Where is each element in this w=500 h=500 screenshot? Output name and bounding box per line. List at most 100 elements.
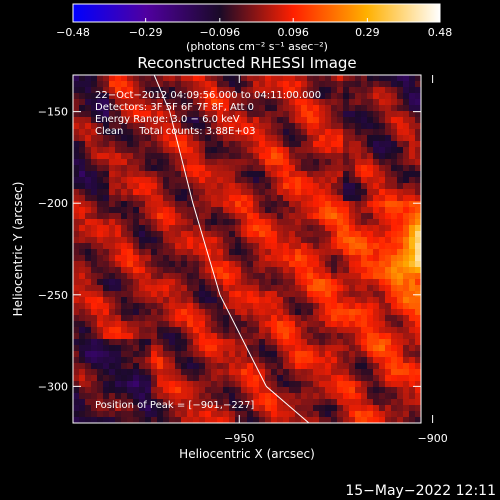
image-pixel <box>79 393 86 400</box>
image-pixel <box>241 351 248 358</box>
image-pixel <box>283 99 290 106</box>
image-pixel <box>361 417 368 423</box>
image-pixel <box>313 123 320 130</box>
image-pixel <box>397 273 404 280</box>
image-pixel <box>319 381 326 388</box>
image-pixel <box>409 387 416 394</box>
image-pixel <box>325 207 332 214</box>
image-pixel <box>205 81 212 88</box>
image-pixel <box>355 279 362 286</box>
image-pixel <box>175 291 182 298</box>
image-pixel <box>109 249 116 256</box>
image-pixel <box>331 411 338 418</box>
image-pixel <box>367 129 374 136</box>
image-pixel <box>121 315 128 322</box>
image-pixel <box>151 129 158 136</box>
image-pixel <box>355 189 362 196</box>
image-pixel <box>265 333 272 340</box>
image-pixel <box>397 213 404 220</box>
image-pixel <box>337 147 344 154</box>
image-pixel <box>385 249 392 256</box>
image-pixel <box>289 339 296 346</box>
image-pixel <box>379 81 386 88</box>
image-pixel <box>343 357 350 364</box>
image-pixel <box>367 237 374 244</box>
image-pixel <box>205 105 212 112</box>
image-pixel <box>229 117 236 124</box>
image-pixel <box>121 141 128 148</box>
image-pixel <box>325 333 332 340</box>
image-pixel <box>223 189 230 196</box>
image-pixel <box>391 135 398 142</box>
image-pixel <box>115 219 122 226</box>
image-pixel <box>121 195 128 202</box>
image-pixel <box>79 345 86 352</box>
image-pixel <box>187 351 194 358</box>
image-pixel <box>295 243 302 250</box>
image-pixel <box>97 117 104 124</box>
image-pixel <box>409 297 416 304</box>
image-pixel <box>109 399 116 406</box>
image-pixel <box>79 159 86 166</box>
image-pixel <box>85 93 92 100</box>
image-pixel <box>385 141 392 148</box>
image-pixel <box>277 369 284 376</box>
image-pixel <box>199 87 206 94</box>
image-pixel <box>193 249 200 256</box>
image-pixel <box>397 231 404 238</box>
image-pixel <box>271 387 278 394</box>
image-pixel <box>115 345 122 352</box>
image-pixel <box>337 219 344 226</box>
image-pixel <box>139 255 146 262</box>
image-pixel <box>205 165 212 172</box>
image-pixel <box>73 105 80 112</box>
image-pixel <box>169 195 176 202</box>
image-pixel <box>313 207 320 214</box>
image-pixel <box>79 123 86 130</box>
image-pixel <box>79 165 86 172</box>
image-pixel <box>175 339 182 346</box>
image-pixel <box>367 393 374 400</box>
image-pixel <box>103 399 110 406</box>
image-pixel <box>289 327 296 334</box>
image-pixel <box>85 285 92 292</box>
image-pixel <box>73 387 80 394</box>
image-pixel <box>373 369 380 376</box>
image-pixel <box>313 165 320 172</box>
image-pixel <box>103 75 110 82</box>
image-pixel <box>367 225 374 232</box>
image-pixel <box>277 345 284 352</box>
image-pixel <box>355 87 362 94</box>
image-pixel <box>115 369 122 376</box>
image-pixel <box>253 393 260 400</box>
image-pixel <box>181 231 188 238</box>
image-pixel <box>169 159 176 166</box>
image-pixel <box>127 225 134 232</box>
image-pixel <box>97 405 104 412</box>
image-pixel <box>175 129 182 136</box>
image-pixel <box>169 129 176 136</box>
image-pixel <box>157 171 164 178</box>
image-pixel <box>163 369 170 376</box>
image-pixel <box>163 75 170 82</box>
image-pixel <box>367 201 374 208</box>
image-pixel <box>385 105 392 112</box>
image-pixel <box>151 351 158 358</box>
image-pixel <box>79 303 86 310</box>
image-pixel <box>187 279 194 286</box>
image-pixel <box>181 237 188 244</box>
image-pixel <box>355 369 362 376</box>
image-pixel <box>295 111 302 118</box>
image-pixel <box>199 105 206 112</box>
image-pixel <box>121 177 128 184</box>
image-pixel <box>385 357 392 364</box>
image-pixel <box>247 321 254 328</box>
image-pixel <box>73 129 80 136</box>
image-pixel <box>277 189 284 196</box>
image-pixel <box>187 135 194 142</box>
image-pixel <box>151 219 158 226</box>
image-pixel <box>163 213 170 220</box>
solar-limb-line <box>153 75 310 423</box>
image-pixel <box>295 417 302 423</box>
image-pixel <box>121 321 128 328</box>
